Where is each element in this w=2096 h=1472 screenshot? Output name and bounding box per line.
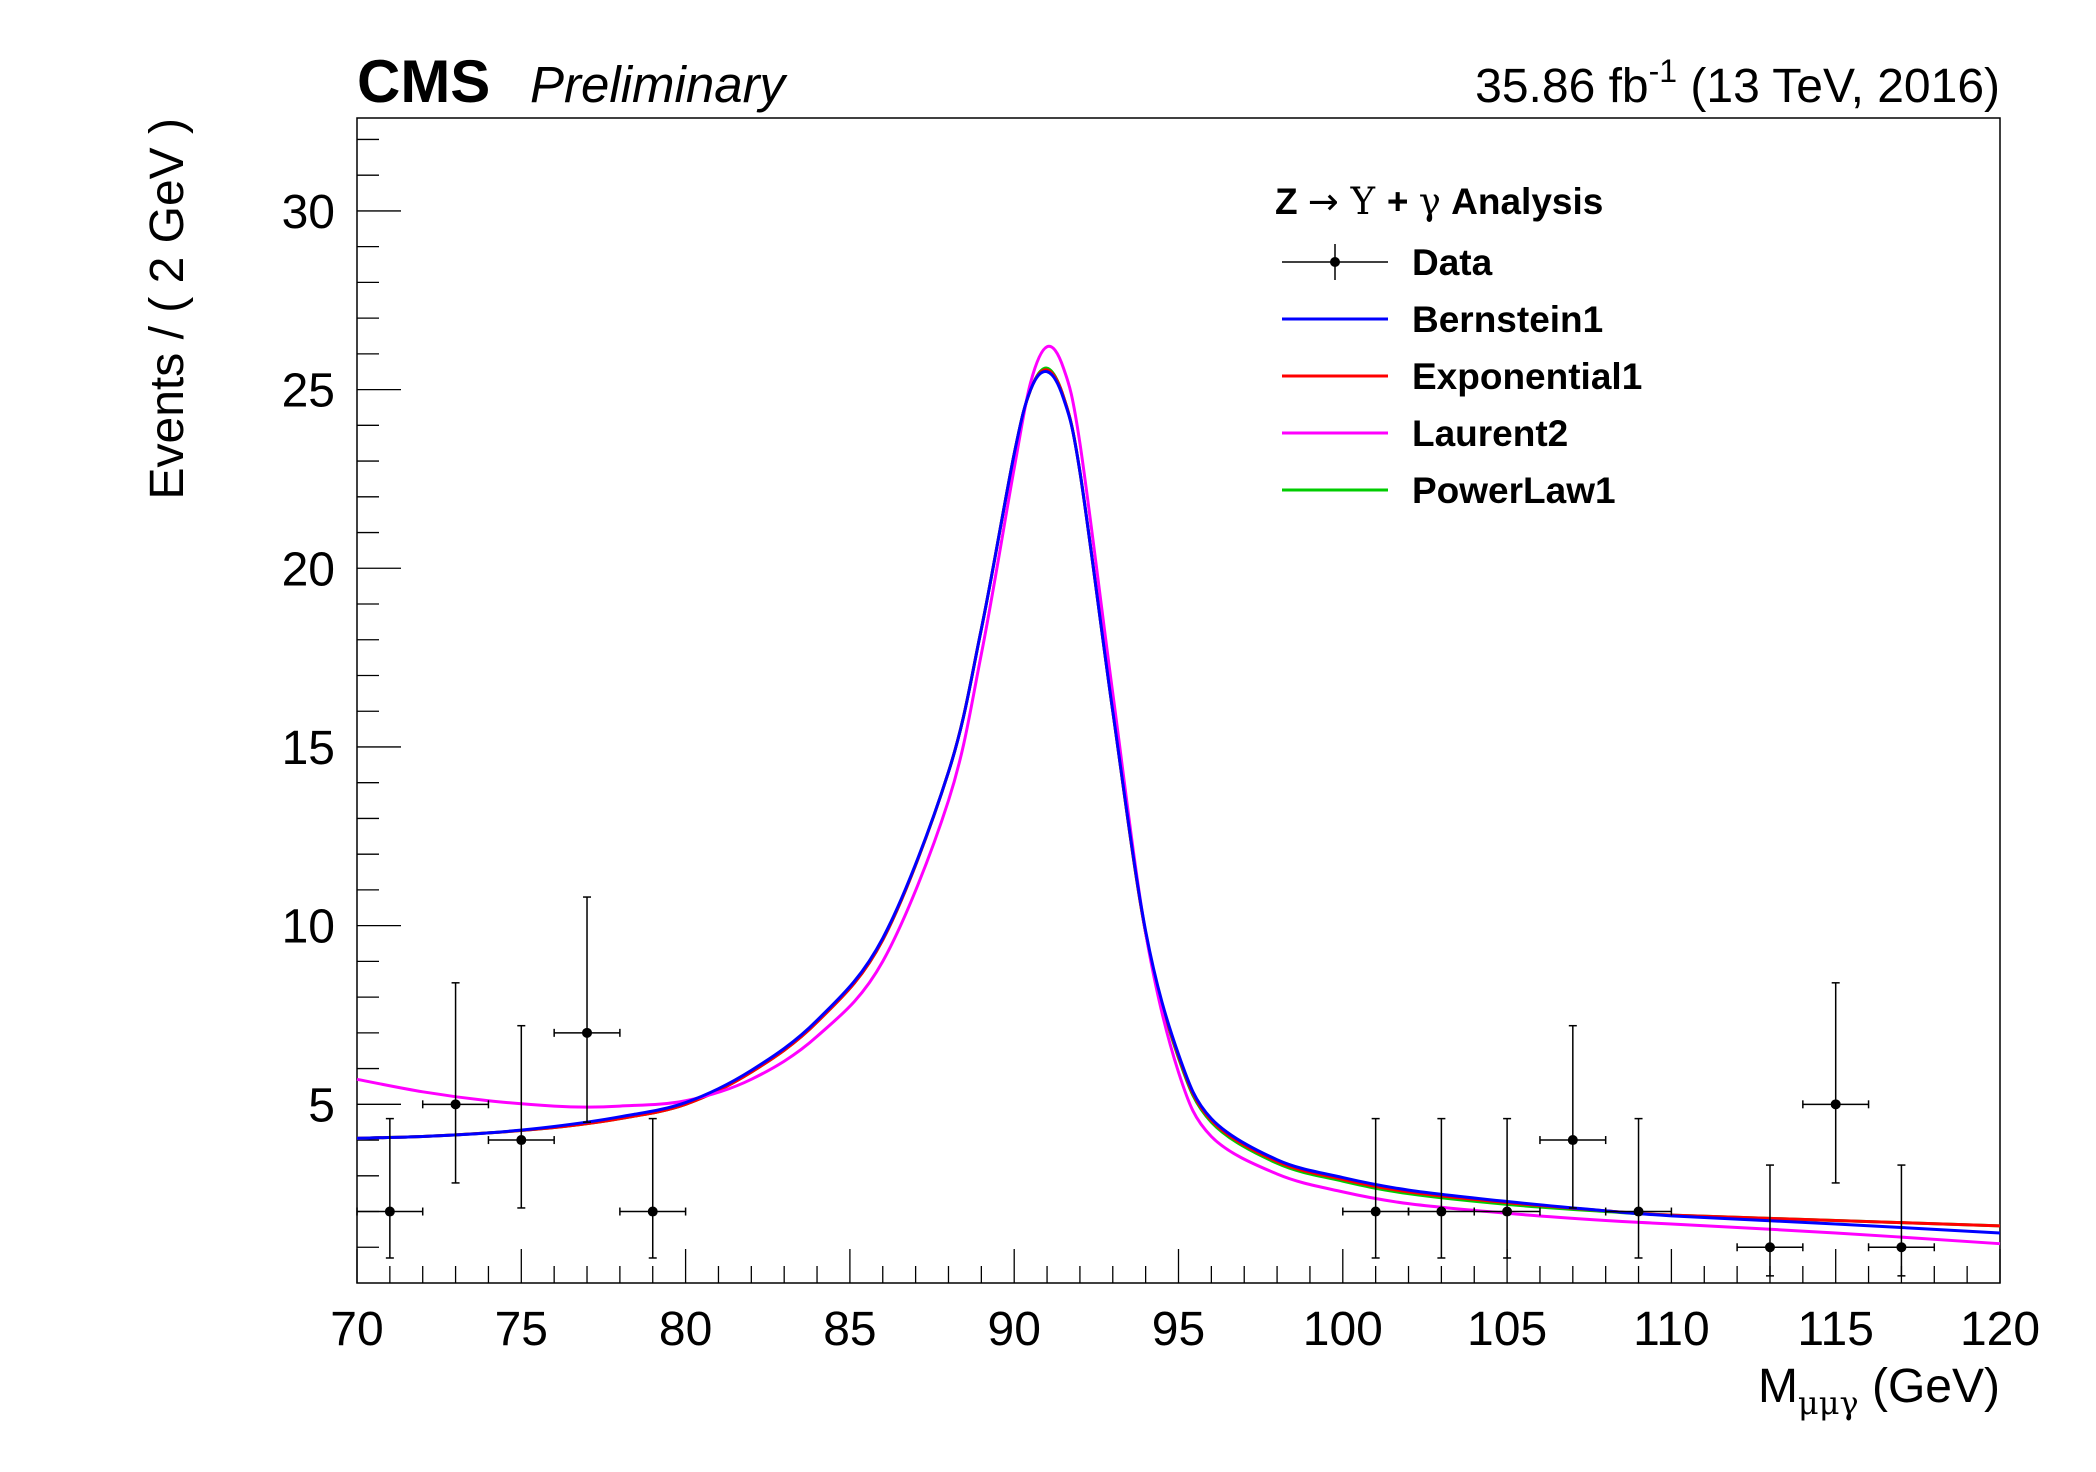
series-line-exponential1	[356, 368, 2001, 1228]
fit-curves	[356, 344, 2001, 1246]
data-point	[421, 982, 490, 1184]
x-axis-ticks	[356, 1249, 2001, 1283]
data-point	[1802, 982, 1870, 1184]
legend-entry-bernstein1: Bernstein1	[1282, 299, 1603, 340]
x-tick-label: 120	[1960, 1303, 2040, 1356]
data-marker	[1633, 1206, 1644, 1217]
x-tick-label: 95	[1152, 1303, 1205, 1356]
y-tick-label: 20	[282, 543, 335, 596]
y-tick-label: 10	[282, 901, 335, 954]
x-tick-label: 70	[330, 1303, 383, 1356]
lumi-exponent: -1	[1649, 53, 1677, 89]
legend-entry-powerlaw1: PowerLaw1	[1282, 470, 1616, 511]
data-marker	[1567, 1135, 1578, 1146]
series-line-powerlaw1	[356, 366, 2001, 1228]
data-point	[1539, 1024, 1607, 1209]
legend-entries: Data Bernstein1 Exponential1 Laurent2 PowerL…	[1282, 242, 1642, 511]
data-point	[619, 1117, 687, 1259]
data-marker	[1830, 1099, 1841, 1110]
x-tick-label: 75	[495, 1303, 548, 1356]
legend-title: Z → Υ + γ Analysis	[1275, 180, 1603, 223]
x-tick-label: 110	[1633, 1303, 1710, 1356]
legend-label: Laurent2	[1412, 413, 1568, 454]
legend-title-z: Z	[1275, 181, 1308, 222]
lumi-tail: (13 TeV, 2016)	[1677, 60, 2000, 113]
data-point	[487, 1024, 555, 1209]
data-points	[356, 896, 1936, 1277]
legend-entry-laurent2: Laurent2	[1282, 413, 1568, 454]
legend-label: PowerLaw1	[1412, 470, 1616, 511]
lumi-value: 35.86 fb	[1475, 60, 1648, 113]
y-tick-label: 30	[282, 186, 335, 239]
x-tick-label: 85	[823, 1303, 876, 1356]
legend-title-analysis: Analysis	[1441, 181, 1603, 222]
y-tick-label: 15	[282, 722, 335, 775]
legend-title-plus: +	[1387, 181, 1419, 222]
data-point	[553, 896, 621, 1123]
data-point	[1736, 1164, 1804, 1277]
series-line-laurent2	[356, 344, 2001, 1246]
x-axis-label-main: M	[1758, 1360, 1798, 1413]
y-tick-label: 25	[282, 365, 335, 418]
legend-swatch-marker	[1330, 257, 1340, 267]
legend-entry-data: Data	[1282, 242, 1493, 283]
x-tick-label: 105	[1467, 1303, 1547, 1356]
data-marker	[647, 1206, 658, 1217]
data-marker	[1896, 1242, 1907, 1253]
data-marker	[450, 1099, 461, 1110]
data-point	[1407, 1117, 1475, 1259]
data-point	[1473, 1117, 1541, 1259]
x-axis-label-subscript: μμγ	[1798, 1384, 1859, 1422]
y-tick-label: 5	[308, 1079, 335, 1132]
y-axis-tick-labels: 5 10 15 20 25 30	[282, 186, 335, 1132]
lumi-label: 35.86 fb-1 (13 TeV, 2016)	[1475, 53, 2000, 113]
x-tick-label: 90	[988, 1303, 1041, 1356]
legend-title-gamma: γ	[1419, 180, 1441, 223]
legend-title-upsilon: Υ	[1339, 180, 1387, 223]
experiment-label: CMS	[357, 48, 490, 115]
data-marker	[1764, 1242, 1775, 1253]
series-line-bernstein1	[356, 370, 2001, 1235]
data-marker	[516, 1135, 527, 1146]
data-point	[356, 1117, 424, 1259]
data-marker	[384, 1206, 395, 1217]
x-tick-label: 80	[659, 1303, 712, 1356]
x-axis-label: Mμμγ (GeV)	[1758, 1360, 2000, 1422]
legend-label: Bernstein1	[1412, 299, 1603, 340]
data-marker	[582, 1027, 593, 1038]
x-axis-tick-labels: 70 75 80 85 90 95 100 105 110 115 120	[330, 1303, 2040, 1356]
x-tick-label: 115	[1797, 1303, 1874, 1356]
data-marker	[1370, 1206, 1381, 1217]
legend-entry-exponential1: Exponential1	[1282, 356, 1642, 397]
data-marker	[1436, 1206, 1447, 1217]
x-tick-label: 100	[1303, 1303, 1383, 1356]
legend: Z → Υ + γ Analysis Data Bernstein1 Exponen…	[1275, 180, 1642, 511]
x-axis-label-unit: (GeV)	[1859, 1360, 2000, 1413]
data-marker	[1502, 1206, 1513, 1217]
legend-label: Data	[1412, 242, 1493, 283]
data-point	[1604, 1117, 1673, 1259]
y-axis-ticks	[357, 138, 401, 1248]
y-axis-label: Events / ( 2 GeV )	[141, 118, 194, 499]
legend-title-arrow: →	[1308, 180, 1339, 223]
legend-label: Exponential1	[1412, 356, 1642, 397]
status-label: Preliminary	[530, 56, 789, 113]
data-point	[1867, 1164, 1936, 1277]
